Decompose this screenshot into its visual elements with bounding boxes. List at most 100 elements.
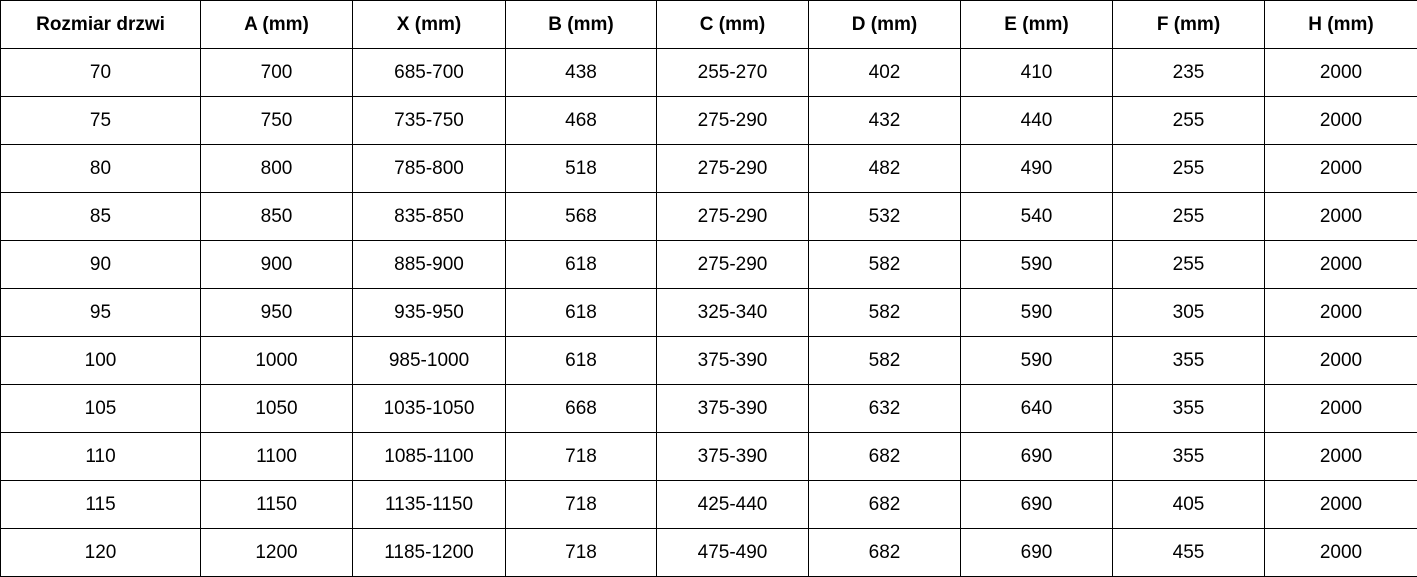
table-cell: 115 xyxy=(0,480,201,529)
table-cell: 690 xyxy=(960,528,1113,577)
table-cell: 275-290 xyxy=(656,192,809,241)
table-cell: 718 xyxy=(505,528,657,577)
table-cell: 618 xyxy=(505,288,657,337)
table-cell: 75 xyxy=(0,96,201,145)
table-row: 120 1200 1185-1200 718 475-490 682 690 455 2000 xyxy=(0,528,1417,577)
table-cell: 402 xyxy=(808,48,961,97)
table-cell: 568 xyxy=(505,192,657,241)
table-cell: 685-700 xyxy=(352,48,506,97)
table-cell: 70 xyxy=(0,48,201,97)
column-header: F (mm) xyxy=(1112,0,1265,49)
table-cell: 640 xyxy=(960,384,1113,433)
table-cell: 690 xyxy=(960,432,1113,481)
table-row: 95 950 935-950 618 325-340 582 590 305 2000 xyxy=(0,288,1417,337)
table-cell: 718 xyxy=(505,480,657,529)
column-header: D (mm) xyxy=(808,0,961,49)
table-cell: 490 xyxy=(960,144,1113,193)
table-cell: 80 xyxy=(0,144,201,193)
table-cell: 468 xyxy=(505,96,657,145)
table-cell: 355 xyxy=(1112,432,1265,481)
header-row: Rozmiar drzwi A (mm) X (mm) B (mm) C (mm) D (… xyxy=(0,0,1417,49)
table-cell: 1100 xyxy=(200,432,353,481)
table-cell: 2000 xyxy=(1264,528,1417,577)
table-cell: 618 xyxy=(505,240,657,289)
table-cell: 1200 xyxy=(200,528,353,577)
table-cell: 590 xyxy=(960,336,1113,385)
table-cell: 582 xyxy=(808,288,961,337)
table-row: 85 850 835-850 568 275-290 532 540 255 2000 xyxy=(0,192,1417,241)
table-cell: 1185-1200 xyxy=(352,528,506,577)
table-cell: 305 xyxy=(1112,288,1265,337)
table-row: 75 750 735-750 468 275-290 432 440 255 2000 xyxy=(0,96,1417,145)
table-body: 70 700 685-700 438 255-270 402 410 235 2000 75 750… xyxy=(0,48,1417,577)
column-header: A (mm) xyxy=(200,0,353,49)
table-cell: 440 xyxy=(960,96,1113,145)
column-header: B (mm) xyxy=(505,0,657,49)
table-cell: 682 xyxy=(808,480,961,529)
table-cell: 590 xyxy=(960,240,1113,289)
table-cell: 900 xyxy=(200,240,353,289)
table-cell: 835-850 xyxy=(352,192,506,241)
table-cell: 475-490 xyxy=(656,528,809,577)
table-cell: 885-900 xyxy=(352,240,506,289)
table-cell: 438 xyxy=(505,48,657,97)
table-cell: 1050 xyxy=(200,384,353,433)
table-cell: 432 xyxy=(808,96,961,145)
table-cell: 2000 xyxy=(1264,336,1417,385)
table-row: 70 700 685-700 438 255-270 402 410 235 2000 xyxy=(0,48,1417,97)
table-cell: 375-390 xyxy=(656,336,809,385)
table-cell: 100 xyxy=(0,336,201,385)
column-header: Rozmiar drzwi xyxy=(0,0,201,49)
table-cell: 2000 xyxy=(1264,384,1417,433)
table-row: 90 900 885-900 618 275-290 582 590 255 2000 xyxy=(0,240,1417,289)
table-cell: 275-290 xyxy=(656,144,809,193)
table-cell: 105 xyxy=(0,384,201,433)
table-cell: 375-390 xyxy=(656,384,809,433)
table-cell: 2000 xyxy=(1264,96,1417,145)
table-cell: 718 xyxy=(505,432,657,481)
table-cell: 800 xyxy=(200,144,353,193)
table-cell: 325-340 xyxy=(656,288,809,337)
table-cell: 255 xyxy=(1112,240,1265,289)
table-cell: 275-290 xyxy=(656,240,809,289)
table-cell: 735-750 xyxy=(352,96,506,145)
table-cell: 682 xyxy=(808,432,961,481)
table-row: 100 1000 985-1000 618 375-390 582 590 355 2000 xyxy=(0,336,1417,385)
table-cell: 750 xyxy=(200,96,353,145)
table-cell: 255 xyxy=(1112,96,1265,145)
table-cell: 255-270 xyxy=(656,48,809,97)
table-cell: 582 xyxy=(808,240,961,289)
table-cell: 1035-1050 xyxy=(352,384,506,433)
table-row: 80 800 785-800 518 275-290 482 490 255 2000 xyxy=(0,144,1417,193)
table-cell: 2000 xyxy=(1264,48,1417,97)
table-cell: 355 xyxy=(1112,384,1265,433)
table-cell: 582 xyxy=(808,336,961,385)
table-cell: 95 xyxy=(0,288,201,337)
table-cell: 235 xyxy=(1112,48,1265,97)
table-cell: 2000 xyxy=(1264,192,1417,241)
table-cell: 482 xyxy=(808,144,961,193)
table-cell: 255 xyxy=(1112,144,1265,193)
table-cell: 518 xyxy=(505,144,657,193)
table-cell: 700 xyxy=(200,48,353,97)
table-cell: 2000 xyxy=(1264,240,1417,289)
table-cell: 120 xyxy=(0,528,201,577)
table-cell: 375-390 xyxy=(656,432,809,481)
table-row: 110 1100 1085-1100 718 375-390 682 690 355 2000 xyxy=(0,432,1417,481)
table-cell: 110 xyxy=(0,432,201,481)
table-cell: 540 xyxy=(960,192,1113,241)
table-cell: 1085-1100 xyxy=(352,432,506,481)
column-header: H (mm) xyxy=(1264,0,1417,49)
table-cell: 682 xyxy=(808,528,961,577)
table-cell: 2000 xyxy=(1264,144,1417,193)
table-cell: 690 xyxy=(960,480,1113,529)
column-header: C (mm) xyxy=(656,0,809,49)
table-cell: 410 xyxy=(960,48,1113,97)
table-cell: 1000 xyxy=(200,336,353,385)
table-cell: 1150 xyxy=(200,480,353,529)
table-cell: 950 xyxy=(200,288,353,337)
table-cell: 2000 xyxy=(1264,432,1417,481)
table-cell: 90 xyxy=(0,240,201,289)
table-cell: 1135-1150 xyxy=(352,480,506,529)
table-cell: 590 xyxy=(960,288,1113,337)
